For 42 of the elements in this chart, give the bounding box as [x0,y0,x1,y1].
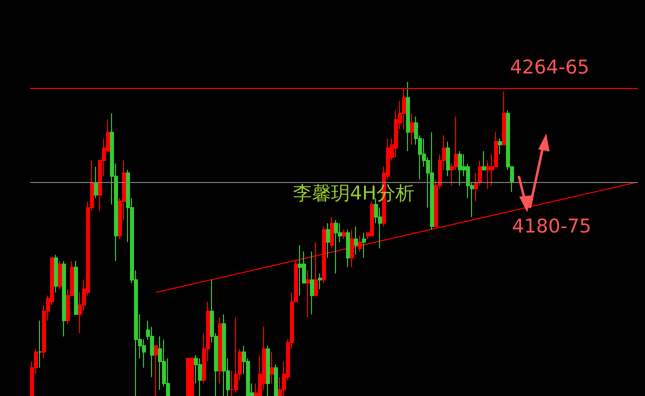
candlestick [446,141,450,177]
candlestick [270,352,274,384]
candlestick [298,244,302,296]
candlestick [158,336,162,390]
candlestick [358,235,362,252]
candlestick [266,345,270,396]
candlestick [218,317,222,384]
candlestick [354,226,358,256]
candlestick [198,358,202,396]
candlestick [482,150,486,170]
candlestick [222,314,226,396]
candlestick [346,229,350,268]
candlestick [430,132,434,230]
candlestick [350,229,354,268]
candlestick [322,226,326,284]
candlestick [38,320,42,368]
candlestick [342,229,346,240]
candlestick [94,166,98,199]
candlestick [190,358,194,396]
candlestick [334,220,338,274]
candlestick [498,138,502,155]
candlestick [306,270,310,318]
candlestick [458,150,462,186]
candlestick [318,273,322,290]
candlestick [274,364,278,396]
candlestick [362,232,366,258]
annotation: 4180-75 [512,216,592,238]
candlestick [62,260,66,337]
candlestick [406,82,410,152]
candlestick [54,254,58,293]
candlestick [502,90,506,146]
candlestick [186,358,190,396]
candlestick [58,260,62,290]
candlestick [310,251,314,315]
candlestick [370,200,374,236]
candlestick [234,317,238,394]
candlestick [330,216,334,249]
text: 4264-65 [510,56,590,78]
candlestick [326,222,330,258]
candlestick [154,345,158,396]
candlestick [74,260,78,315]
candlestick [410,112,414,146]
